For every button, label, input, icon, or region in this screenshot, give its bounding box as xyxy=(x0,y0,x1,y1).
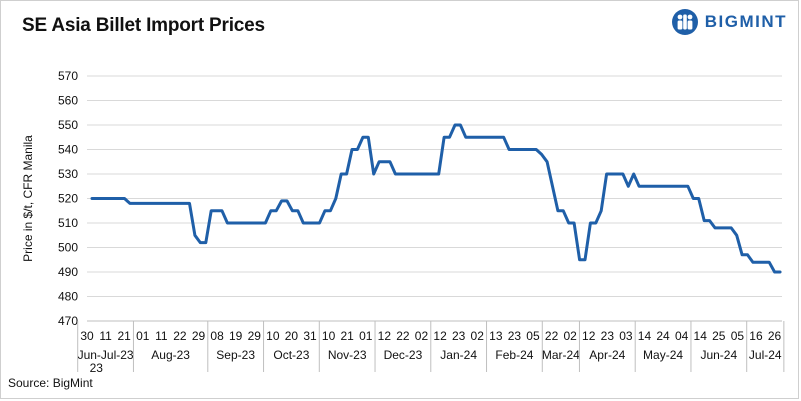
x-day-tick-label: 23 xyxy=(452,329,466,343)
source-note: Source: BigMint xyxy=(8,376,93,390)
y-tick-label: 570 xyxy=(58,69,78,83)
x-month-label: Jun-24 xyxy=(700,348,737,362)
x-month-label: Feb-24 xyxy=(495,348,533,362)
y-tick-label: 500 xyxy=(58,241,78,255)
x-month-label: Mar-24 xyxy=(542,348,580,362)
x-day-tick-label: 16 xyxy=(749,329,763,343)
x-day-tick-label: 30 xyxy=(80,329,94,343)
y-tick-label: 540 xyxy=(58,143,78,157)
y-axis-ticks: 470 480 490 500 510 520 530 540 550 560 570 xyxy=(58,69,78,328)
x-day-tick-label: 22 xyxy=(396,329,410,343)
x-day-tick-label: 26 xyxy=(768,329,782,343)
x-day-tick-label: 02 xyxy=(415,329,429,343)
brand-name: BIGMINT xyxy=(704,12,787,31)
y-tick-label: 480 xyxy=(58,290,78,304)
x-day-tick-label: 23 xyxy=(508,329,522,343)
x-day-tick-label: 21 xyxy=(340,329,354,343)
y-tick-label: 530 xyxy=(58,167,78,181)
x-day-tick-label: 02 xyxy=(563,329,577,343)
y-tick-label: 470 xyxy=(58,314,78,328)
x-day-tick-label: 12 xyxy=(433,329,447,343)
gridlines xyxy=(87,75,782,322)
x-month-label: Dec-23 xyxy=(384,348,423,362)
x-day-tick-label: 14 xyxy=(694,329,708,343)
x-month-label: Jul-24 xyxy=(749,348,782,362)
x-day-tick-label: 22 xyxy=(545,329,559,343)
x-month-label: May-24 xyxy=(643,348,683,362)
x-day-tick-label: 20 xyxy=(285,329,299,343)
x-day-tick-label: 19 xyxy=(229,329,243,343)
series-line xyxy=(90,123,782,274)
x-day-tick-label: 12 xyxy=(582,329,596,343)
x-day-tick-label: 13 xyxy=(489,329,503,343)
x-day-tick-label: 11 xyxy=(99,329,112,343)
y-tick-label: 560 xyxy=(58,94,78,108)
x-day-tick-label: 01 xyxy=(359,329,373,343)
x-day-tick-label: 12 xyxy=(378,329,392,343)
y-tick-label: 510 xyxy=(58,216,78,230)
x-day-tick-label: 01 xyxy=(136,329,150,343)
x-day-tick-label: 29 xyxy=(192,329,206,343)
x-month-label: Apr-24 xyxy=(589,348,625,362)
y-tick-label: 490 xyxy=(58,265,78,279)
x-month-label: Nov-23 xyxy=(328,348,367,362)
x-day-tick-label: 02 xyxy=(471,329,485,343)
x-day-tick-label: 05 xyxy=(526,329,540,343)
x-day-tick-label: 21 xyxy=(117,329,131,343)
x-day-tick-label: 10 xyxy=(266,329,280,343)
x-day-tick-label: 08 xyxy=(210,329,224,343)
x-day-tick-label: 31 xyxy=(303,329,317,343)
y-tick-label: 520 xyxy=(58,192,78,206)
x-day-tick-label: 14 xyxy=(638,329,652,343)
x-day-tick-label: 04 xyxy=(675,329,689,343)
x-month-label: Sep-23 xyxy=(216,348,255,362)
x-day-tick-label: 29 xyxy=(248,329,262,343)
x-month-label: Aug-23 xyxy=(151,348,190,362)
x-axis: 30 11 21 01 11 22 29 08 19 29 10 20 31 10 21 01 12 22 02 12… xyxy=(77,320,785,375)
bigmint-logo: BIGMINT xyxy=(671,8,787,36)
x-day-tick-label: 05 xyxy=(731,329,745,343)
x-day-tick-label: 03 xyxy=(619,329,633,343)
x-month-label: Jan-24 xyxy=(440,348,477,362)
y-tick-label: 550 xyxy=(58,118,78,132)
x-day-tick-label: 25 xyxy=(712,329,726,343)
x-year-label: 23 xyxy=(90,361,104,375)
x-month-label: Jun-Jul-23 xyxy=(78,348,134,362)
x-day-tick-label: 10 xyxy=(322,329,336,343)
x-day-tick-label: 11 xyxy=(155,329,168,343)
x-day-tick-label: 22 xyxy=(173,329,187,343)
series xyxy=(90,123,782,274)
x-month-label: Oct-23 xyxy=(273,348,309,362)
y-axis-title: Price in $/t, CFR Manila xyxy=(21,135,35,262)
x-day-tick-label: 23 xyxy=(601,329,615,343)
bigmint-logo-icon xyxy=(671,9,698,35)
chart-title: SE Asia Billet Import Prices xyxy=(22,15,265,36)
x-day-tick-label: 24 xyxy=(656,329,670,343)
